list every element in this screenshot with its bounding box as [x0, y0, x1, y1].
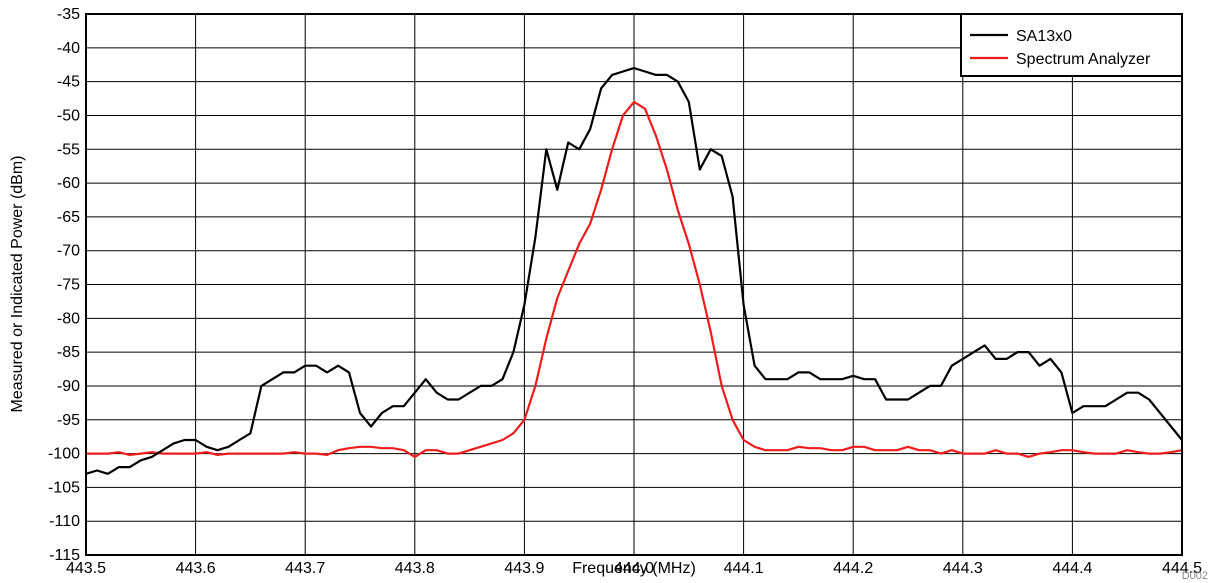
y-tick-label: -80	[57, 310, 80, 327]
legend-label-spectrum-analyzer: Spectrum Analyzer	[1016, 51, 1151, 68]
y-axis-label: Measured or Indicated Power (dBm)	[9, 156, 26, 413]
y-tick-label: -45	[57, 74, 80, 91]
y-tick-label: -70	[57, 243, 80, 260]
legend-label-sa13x0: SA13x0	[1016, 28, 1072, 45]
y-tick-label: -115	[49, 547, 80, 564]
x-tick-label: 444.0	[614, 560, 654, 577]
y-tick-label: -40	[57, 40, 80, 57]
x-tick-label: 444.3	[943, 560, 983, 577]
y-tick-label: -55	[57, 141, 80, 158]
series-layer	[85, 66, 1183, 475]
y-tick-label: -90	[57, 378, 80, 395]
series-line-spectrum-analyzer	[86, 100, 1183, 458]
y-tick-label: -75	[57, 277, 80, 294]
x-tick-label: 444.4	[1052, 560, 1092, 577]
x-tick-label: 443.6	[176, 560, 216, 577]
y-tick-label: -110	[49, 513, 80, 530]
x-tick-label: 444.2	[833, 560, 873, 577]
legend-box	[960, 13, 1183, 77]
y-tick-label: -35	[57, 6, 80, 23]
y-tick-label: -105	[48, 479, 80, 496]
x-axis-label: Frequency (MHz)	[572, 560, 696, 577]
y-tick-label: -85	[57, 344, 80, 361]
y-tick-labels: -35 -40 -45 -50 -55 -60 -65 -70 -75 -80 -85 -90 -95 -…	[48, 6, 80, 564]
x-tick-label: 443.7	[285, 560, 325, 577]
x-tick-label: 443.9	[504, 560, 544, 577]
x-tick-label: 444.1	[724, 560, 764, 577]
y-tick-label: -65	[57, 209, 80, 226]
plot-frame	[85, 13, 1183, 556]
x-tick-label: 444.5	[1162, 560, 1202, 577]
x-tick-label: 443.5	[66, 560, 106, 577]
x-tick-labels: 443.5 443.6 443.7 443.8 443.9 444.0 444.1 444.2…	[66, 560, 1202, 577]
figure-id: D002	[1182, 570, 1208, 582]
y-tick-label: -100	[48, 446, 80, 463]
series-line-sa13x0	[85, 66, 1183, 475]
y-tick-label: -60	[57, 175, 80, 192]
y-tick-label: -95	[57, 412, 80, 429]
legend: SA13x0 Spectrum Analyzer	[960, 13, 1183, 77]
x-tick-label: 443.8	[395, 560, 435, 577]
y-tick-label: -50	[57, 107, 80, 124]
